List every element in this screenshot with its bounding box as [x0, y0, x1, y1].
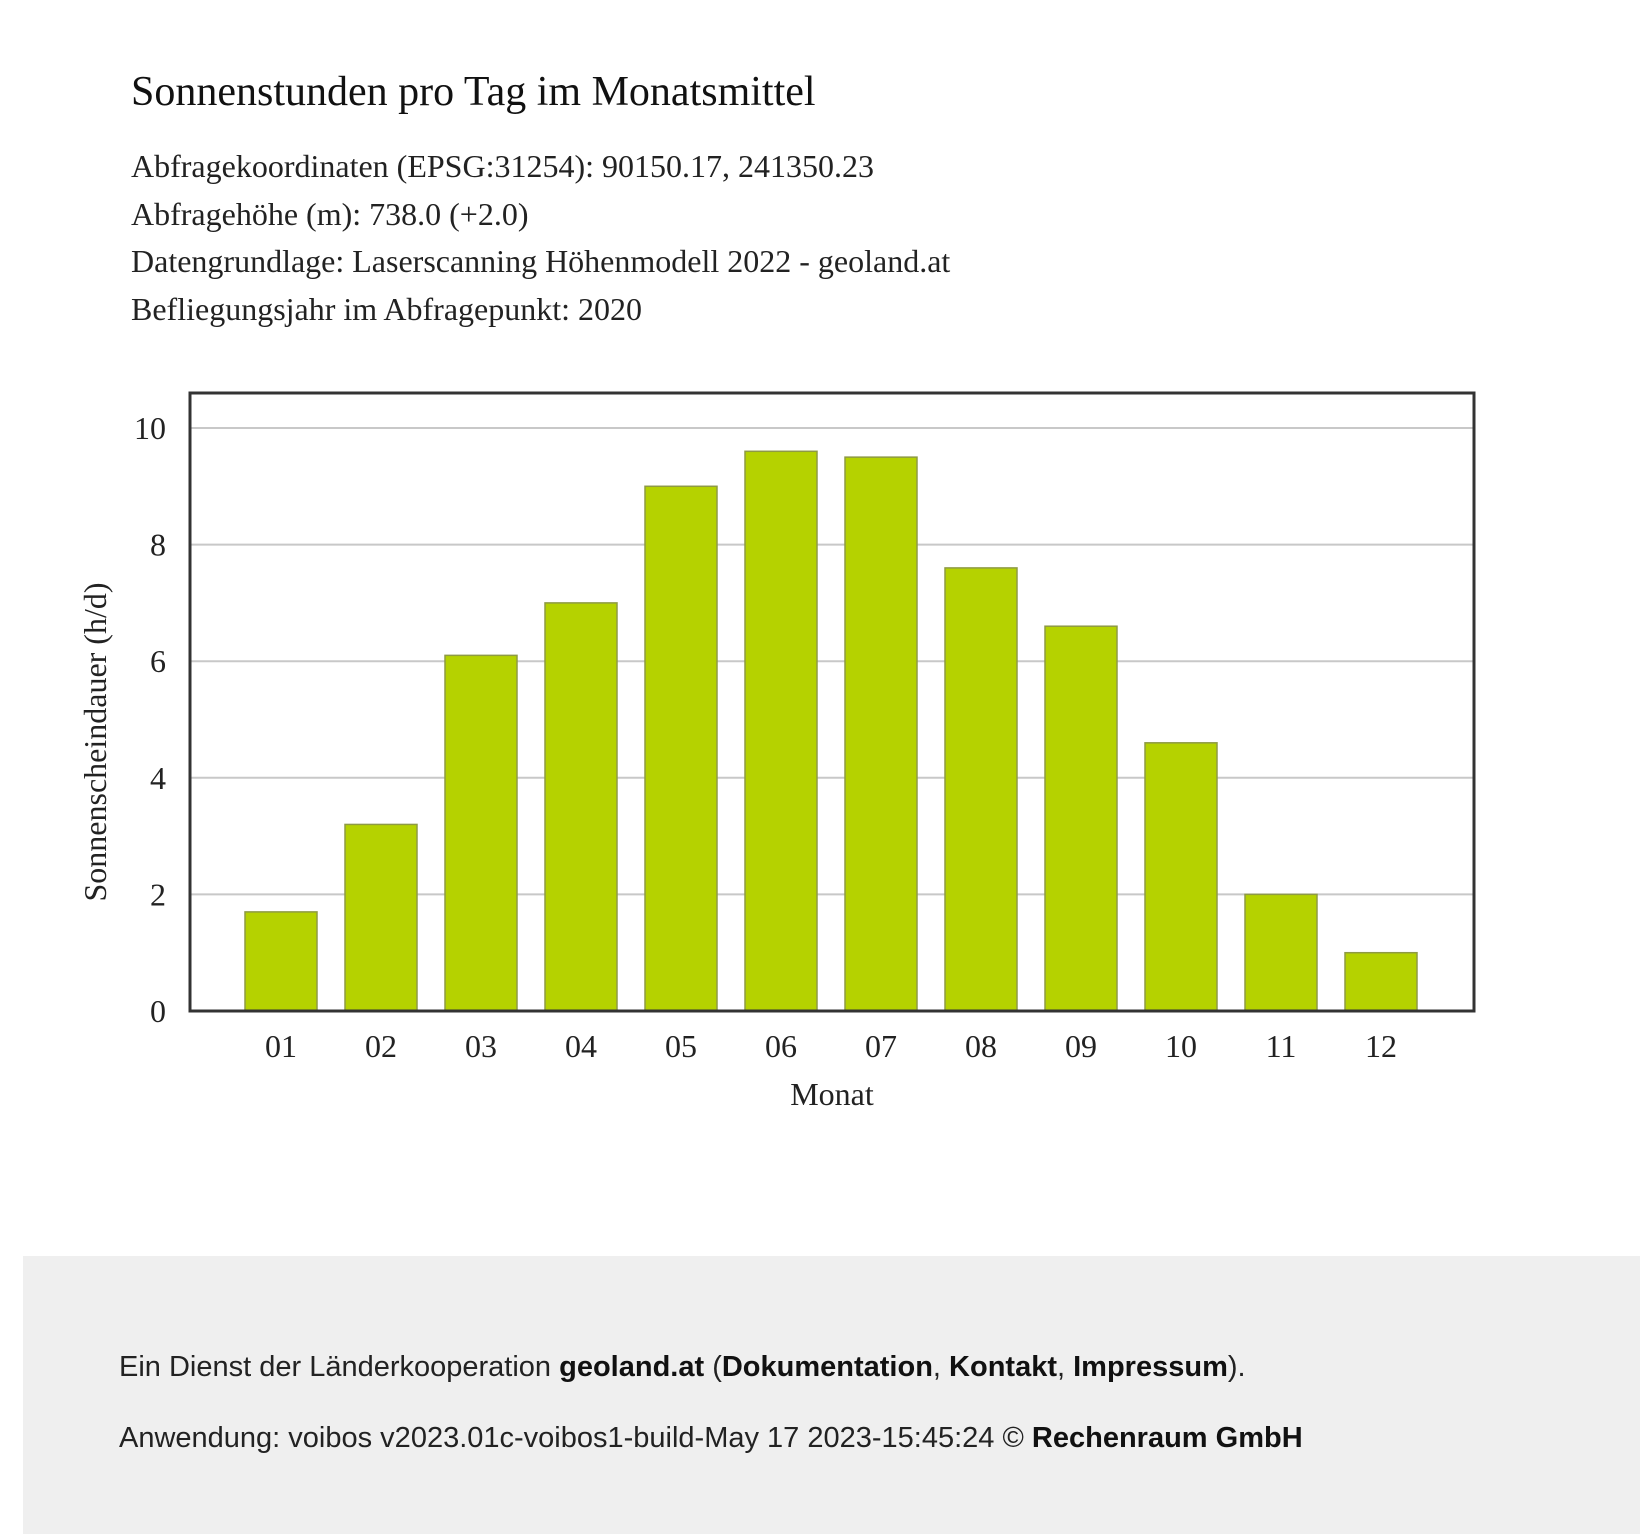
x-tick-label: 09 [1065, 1028, 1097, 1064]
application-version: Anwendung: voibos v2023.01c-voibos1-buil… [119, 1422, 1024, 1454]
data-source: Datengrundlage: Laserscanning Höhenmodel… [131, 243, 951, 279]
x-axis-label: Monat [790, 1076, 874, 1112]
company-name: Rechenraum GmbH [1031, 1422, 1303, 1454]
footer-separator: , [932, 1351, 950, 1383]
bar [644, 485, 718, 1012]
x-tick-label: 01 [265, 1028, 297, 1064]
footer-separator: , [1057, 1351, 1074, 1383]
bar [944, 567, 1018, 1012]
x-tick-label: 11 [1266, 1028, 1297, 1064]
x-tick-label: 03 [465, 1028, 497, 1064]
query-coordinates: Abfragekoordinaten (EPSG:31254): 90150.1… [131, 148, 875, 184]
y-tick-label: 0 [150, 993, 166, 1029]
x-tick-label: 12 [1365, 1028, 1397, 1064]
documentation-link[interactable]: Dokumentation [721, 1351, 933, 1383]
y-tick-label: 2 [150, 876, 166, 912]
y-axis-label: Sonnenscheindauer (h/d) [77, 582, 113, 901]
bar [444, 654, 518, 1012]
y-tick-label: 6 [150, 643, 166, 679]
x-tick-label: 04 [565, 1028, 597, 1064]
plot-frame [188, 391, 1476, 1013]
x-tick-label: 05 [665, 1028, 697, 1064]
y-tick-label: 10 [134, 410, 166, 446]
x-tick-label: 08 [965, 1028, 997, 1064]
y-tick-label: 4 [150, 760, 166, 796]
x-tick-label: 07 [865, 1028, 897, 1064]
footer: Ein Dienst der Länderkooperation geoland… [23, 1256, 1640, 1534]
footer-open-paren: ( [704, 1351, 722, 1383]
x-tick-label: 06 [765, 1028, 797, 1064]
footer-line-application: Anwendung: voibos v2023.01c-voibos1-buil… [119, 1422, 1303, 1455]
x-tick-label: 10 [1165, 1028, 1197, 1064]
bar [1144, 742, 1218, 1012]
geoland-link[interactable]: geoland.at [559, 1351, 705, 1383]
bar [344, 823, 418, 1012]
query-info: Abfragekoordinaten (EPSG:31254): 90150.1… [131, 143, 950, 333]
query-elevation: Abfragehöhe (m): 738.0 (+2.0) [131, 195, 529, 232]
contact-link[interactable]: Kontakt [949, 1351, 1057, 1383]
bar [1244, 893, 1318, 1012]
y-tick-label: 8 [150, 527, 166, 563]
bar [1044, 625, 1118, 1012]
bar [744, 450, 818, 1012]
imprint-link[interactable]: Impressum [1073, 1351, 1228, 1383]
flight-year: Befliegungsjahr im Abfragepunkt: 2020 [131, 290, 643, 327]
footer-service-text: Ein Dienst der Länderkooperation [119, 1351, 552, 1383]
bar [844, 456, 918, 1012]
bar [1344, 951, 1418, 1012]
page-title: Sonnenstunden pro Tag im Monatsmittel [131, 69, 816, 115]
bar [244, 911, 318, 1012]
footer-line-service: Ein Dienst der Länderkooperation geoland… [119, 1351, 1246, 1384]
x-tick-label: 02 [365, 1028, 397, 1064]
footer-close: ). [1227, 1351, 1246, 1383]
bar [544, 602, 618, 1012]
